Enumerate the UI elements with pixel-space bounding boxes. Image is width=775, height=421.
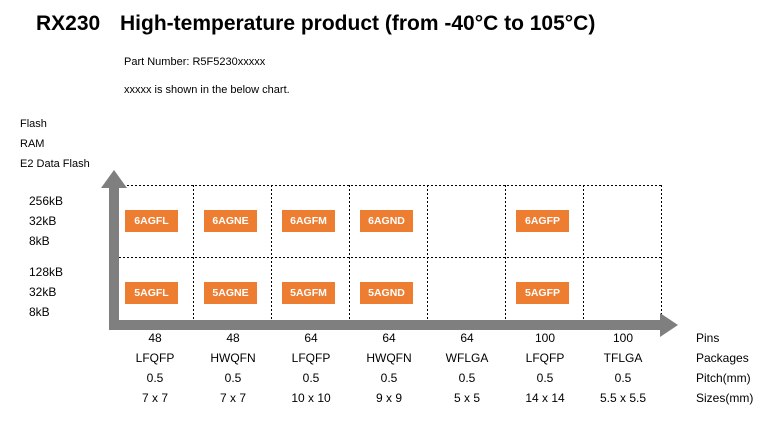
col-7-package: TFLGA [603, 351, 643, 365]
label-packages: Packages [696, 351, 749, 365]
col-6-package: LFQFP [525, 351, 565, 365]
row2-flash: 128kB [29, 265, 64, 279]
row2-e2: 8kB [29, 305, 50, 319]
col-3-size: 10 x 10 [291, 391, 331, 405]
grid-lines [115, 185, 662, 323]
col-7-pitch: 0.5 [614, 371, 632, 385]
col-2-pins: 48 [226, 331, 240, 345]
chip-6agnd: 6AGND [360, 210, 413, 232]
chip-5agnd: 5AGND [360, 282, 413, 304]
col-4-pins: 64 [382, 331, 396, 345]
col-5-pitch: 0.5 [458, 371, 476, 385]
col-6-size: 14 x 14 [525, 391, 565, 405]
chip-5agfl: 5AGFL [125, 282, 178, 304]
axes [101, 170, 678, 337]
page-title: High-temperature product (from -40°C to … [120, 12, 596, 35]
label-pins: Pins [696, 331, 720, 345]
col-4-size: 9 x 9 [375, 391, 402, 405]
col-1-size: 7 x 7 [141, 391, 168, 405]
col-2-size: 7 x 7 [219, 391, 246, 405]
x-axis-arrowhead [660, 313, 678, 337]
y-label-e2: E2 Data Flash [20, 158, 90, 170]
row1-ram: 32kB [29, 214, 57, 228]
col-5-size: 5 x 5 [453, 391, 480, 405]
col-3-pins: 64 [304, 331, 318, 345]
label-pitch: Pitch(mm) [696, 371, 751, 385]
part-number: Part Number: R5F5230xxxxx [124, 56, 266, 68]
col-5-package: WFLGA [445, 351, 489, 365]
row1-flash: 256kB [29, 194, 64, 208]
col-6-pins: 100 [534, 331, 556, 345]
chip-5agne: 5AGNE [204, 282, 257, 304]
col-4-package: HWQFN [366, 351, 412, 365]
chip-6agfp: 6AGFP [516, 210, 569, 232]
col-7-pins: 100 [612, 331, 634, 345]
x-axis [109, 320, 663, 330]
chip-5agfm: 5AGFM [282, 282, 335, 304]
chip-6agfl: 6AGFL [125, 210, 178, 232]
chip-6agne: 6AGNE [204, 210, 257, 232]
col-3-pitch: 0.5 [302, 371, 320, 385]
col-1-pitch: 0.5 [146, 371, 164, 385]
col-1-pins: 48 [148, 331, 162, 345]
y-label-ram: RAM [20, 138, 45, 150]
col-2-package: HWQFN [210, 351, 256, 365]
part-number-note: xxxxx is shown in the below chart. [124, 84, 290, 96]
col-4-pitch: 0.5 [380, 371, 398, 385]
col-3-package: LFQFP [291, 351, 331, 365]
col-2-pitch: 0.5 [224, 371, 242, 385]
y-axis [109, 186, 119, 330]
col-7-size: 5.5 x 5.5 [599, 391, 647, 405]
chip-6agfm: 6AGFM [282, 210, 335, 232]
col-1-package: LFQFP [135, 351, 175, 365]
label-sizes: Sizes(mm) [696, 391, 754, 405]
row2-ram: 32kB [29, 285, 57, 299]
row1-e2: 8kB [29, 234, 50, 248]
y-label-flash: Flash [20, 118, 47, 130]
product-code: RX230 [36, 12, 101, 35]
col-5-pins: 64 [460, 331, 474, 345]
chip-5agfp: 5AGFP [516, 282, 569, 304]
y-axis-arrowhead [101, 170, 127, 188]
col-6-pitch: 0.5 [536, 371, 554, 385]
